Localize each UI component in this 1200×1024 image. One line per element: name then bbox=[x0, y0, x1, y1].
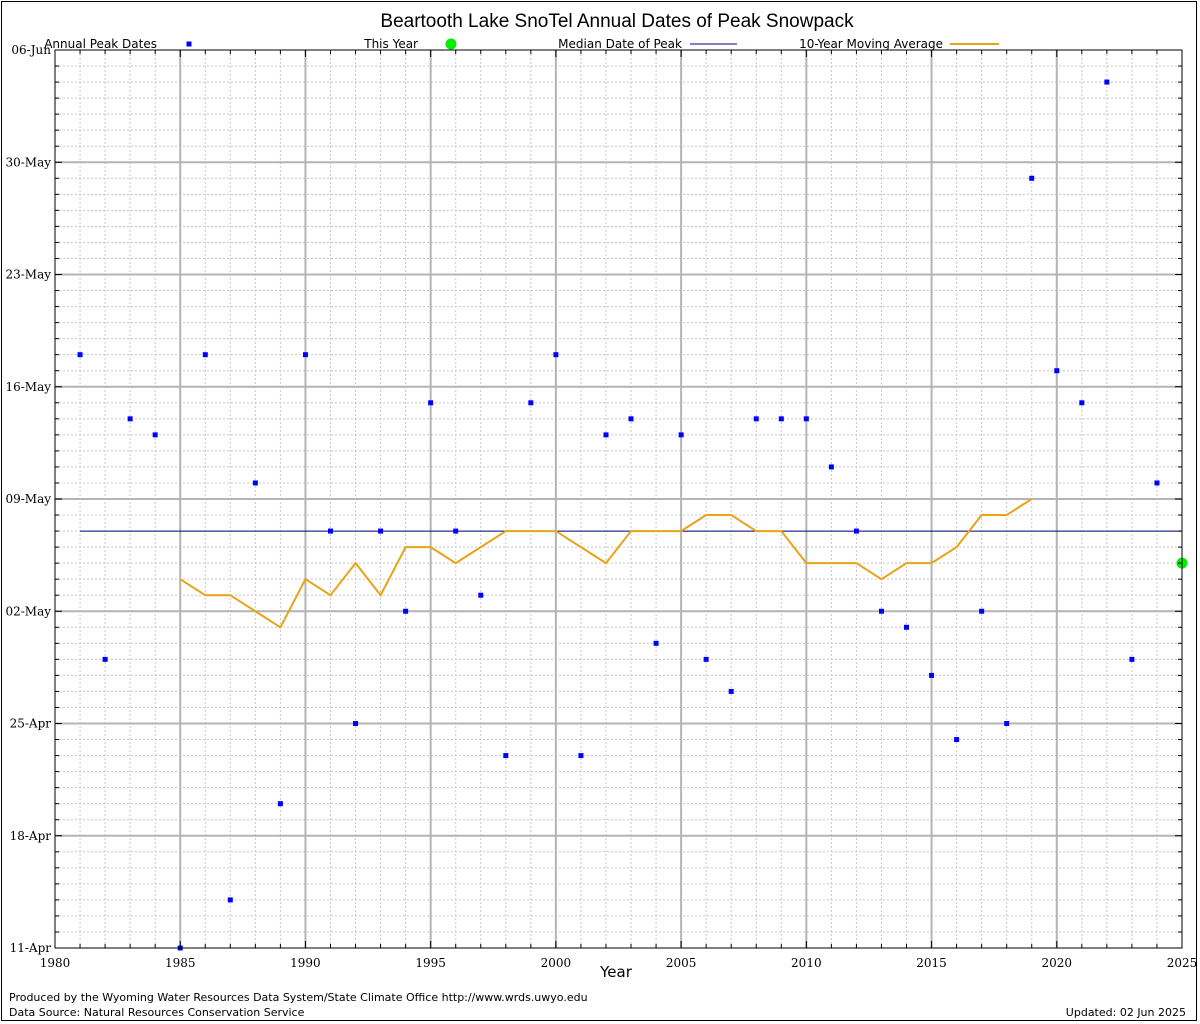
annual-peak-point bbox=[853, 528, 859, 534]
legend-label: Annual Peak Dates bbox=[44, 37, 157, 51]
annual-peak-point bbox=[803, 416, 809, 422]
legend: Annual Peak Dates This Year Median Date of… bbox=[44, 37, 999, 51]
moving-average-line bbox=[179, 498, 1033, 629]
annual-peak-point bbox=[828, 464, 834, 470]
legend-label: This Year bbox=[363, 37, 418, 51]
annual-peak-point bbox=[503, 753, 509, 759]
annual-peak-point bbox=[127, 416, 133, 422]
chart-title: Beartooth Lake SnoTel Annual Dates of Pe… bbox=[380, 11, 854, 32]
annual-peak-point bbox=[77, 352, 83, 358]
y-tick-label: 11-Apr bbox=[10, 941, 52, 955]
annual-peak-point bbox=[653, 640, 659, 646]
y-tick-label: 30-May bbox=[5, 155, 51, 169]
annual-peak-point bbox=[428, 400, 434, 406]
x-tick-label: 1995 bbox=[415, 956, 446, 970]
annual-peak-point bbox=[252, 480, 258, 486]
annual-peak-point bbox=[277, 801, 283, 807]
legend-swatch-peak bbox=[186, 41, 192, 47]
annual-peak-point bbox=[1154, 480, 1160, 486]
annual-peak-point bbox=[378, 528, 384, 534]
footer-data-source: Data Source: Natural Resources Conservat… bbox=[9, 1006, 305, 1019]
y-tick-label: 06-Jun bbox=[11, 43, 51, 57]
y-tick-label: 25-Apr bbox=[10, 717, 52, 731]
x-tick-label: 2005 bbox=[666, 956, 697, 970]
annual-peak-point bbox=[453, 528, 459, 534]
x-tick-label: 1985 bbox=[165, 956, 196, 970]
grid bbox=[55, 50, 1182, 948]
annual-peak-point bbox=[102, 656, 108, 662]
y-tick-label: 23-May bbox=[5, 268, 51, 282]
annual-peak-point bbox=[628, 416, 634, 422]
annual-peak-point bbox=[227, 897, 233, 903]
annual-peak-point bbox=[152, 432, 158, 438]
annual-peak-point bbox=[778, 416, 784, 422]
footer-produced-by: Produced by the Wyoming Water Resources … bbox=[9, 991, 588, 1004]
annual-peak-point bbox=[202, 352, 208, 358]
legend-swatch-this-year bbox=[445, 38, 457, 50]
footer-updated: Updated: 02 Jun 2025 bbox=[1065, 1006, 1186, 1019]
annual-peak-point bbox=[753, 416, 759, 422]
annual-peak-point bbox=[878, 608, 884, 614]
x-axis-title: Year bbox=[599, 963, 633, 981]
annual-peak-point bbox=[1079, 400, 1085, 406]
annual-peak-point bbox=[929, 672, 935, 678]
annual-peak-point bbox=[1129, 656, 1135, 662]
x-tick-label: 1990 bbox=[290, 956, 321, 970]
x-tick-label: 1980 bbox=[40, 956, 71, 970]
annual-peak-point bbox=[728, 688, 734, 694]
x-tick-label: 2010 bbox=[791, 956, 822, 970]
legend-label: 10-Year Moving Average bbox=[799, 37, 943, 51]
annual-peak-point bbox=[1104, 79, 1110, 85]
x-tick-label: 2000 bbox=[541, 956, 572, 970]
annual-peak-point bbox=[979, 608, 985, 614]
annual-peak-point bbox=[954, 737, 960, 743]
x-tick-label: 2015 bbox=[916, 956, 947, 970]
legend-label: Median Date of Peak bbox=[558, 37, 682, 51]
annual-peak-point bbox=[403, 608, 409, 614]
annual-peak-point bbox=[678, 432, 684, 438]
y-tick-label: 18-Apr bbox=[10, 829, 52, 843]
annual-peak-point bbox=[1004, 721, 1010, 726]
y-tick-label: 02-May bbox=[5, 604, 51, 618]
annual-peak-point bbox=[1054, 368, 1060, 374]
annual-peak-point bbox=[703, 656, 709, 662]
x-tick-label: 2025 bbox=[1167, 956, 1198, 970]
y-tick-label: 16-May bbox=[5, 380, 51, 394]
annual-peak-point bbox=[528, 400, 534, 406]
x-tick-label: 2020 bbox=[1042, 956, 1073, 970]
annual-peak-point bbox=[327, 528, 333, 534]
annual-peak-point bbox=[904, 624, 910, 630]
annual-peak-point bbox=[603, 432, 609, 438]
axis-ticks: 1980 1985 1990 1995 2000 2005 2010 2015 2020 2025… bbox=[5, 43, 1197, 970]
series-layer bbox=[77, 79, 1188, 951]
annual-peak-point bbox=[353, 721, 359, 726]
annual-peak-point bbox=[478, 592, 484, 598]
annual-peak-point bbox=[578, 753, 584, 759]
annual-peak-point bbox=[1029, 175, 1035, 181]
annual-peak-point bbox=[302, 352, 308, 358]
annual-peak-point bbox=[553, 352, 559, 358]
y-tick-label: 09-May bbox=[5, 492, 51, 506]
